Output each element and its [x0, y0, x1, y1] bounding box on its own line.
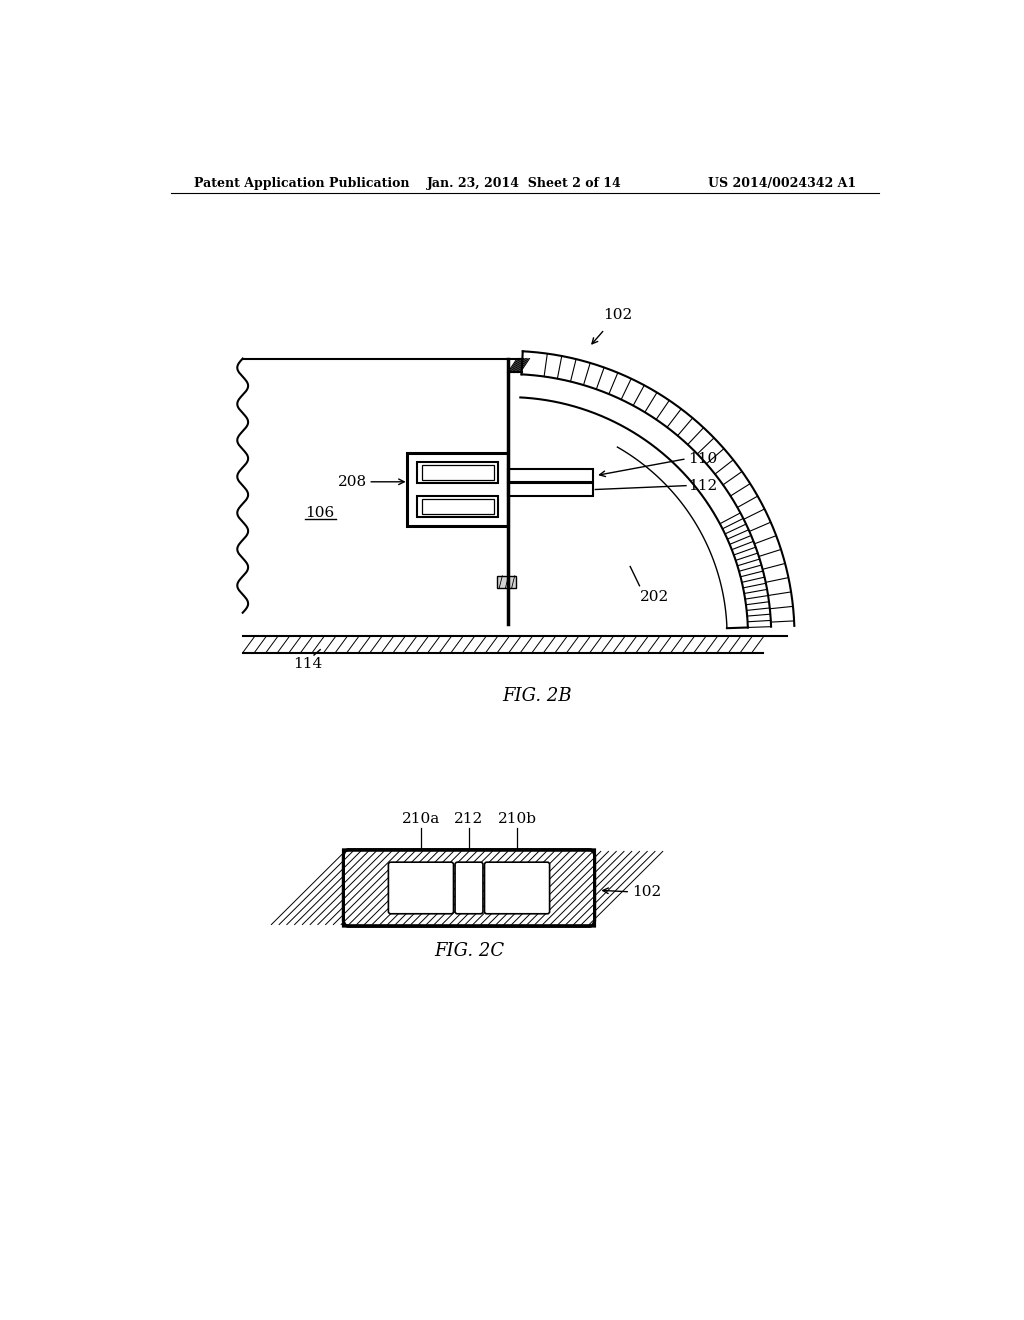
Text: 102: 102 [603, 308, 633, 322]
FancyBboxPatch shape [343, 850, 595, 927]
Text: 202: 202 [640, 590, 669, 603]
Text: US 2014/0024342 A1: US 2014/0024342 A1 [709, 177, 856, 190]
Bar [417, 462, 499, 483]
Bar [497, 576, 515, 589]
Text: Jan. 23, 2014  Sheet 2 of 14: Jan. 23, 2014 Sheet 2 of 14 [427, 177, 623, 190]
Text: FIG. 2C: FIG. 2C [434, 942, 504, 961]
Text: 110: 110 [688, 451, 718, 466]
FancyBboxPatch shape [455, 862, 483, 913]
Bar [407, 453, 508, 525]
Text: 114: 114 [293, 657, 323, 672]
Text: 212: 212 [455, 812, 483, 826]
Bar [508, 470, 593, 482]
Text: 210b: 210b [498, 812, 537, 826]
Text: 102: 102 [632, 884, 662, 899]
Text: 208: 208 [338, 475, 367, 488]
Bar [508, 483, 593, 496]
FancyBboxPatch shape [388, 862, 454, 913]
Bar [422, 499, 494, 515]
Bar [422, 465, 494, 480]
Text: 106: 106 [305, 506, 335, 520]
FancyBboxPatch shape [484, 862, 550, 913]
Text: 210a: 210a [401, 812, 440, 826]
Text: Patent Application Publication: Patent Application Publication [194, 177, 410, 190]
Text: FIG. 2B: FIG. 2B [503, 686, 572, 705]
Bar [417, 496, 499, 517]
Text: 112: 112 [688, 479, 718, 492]
